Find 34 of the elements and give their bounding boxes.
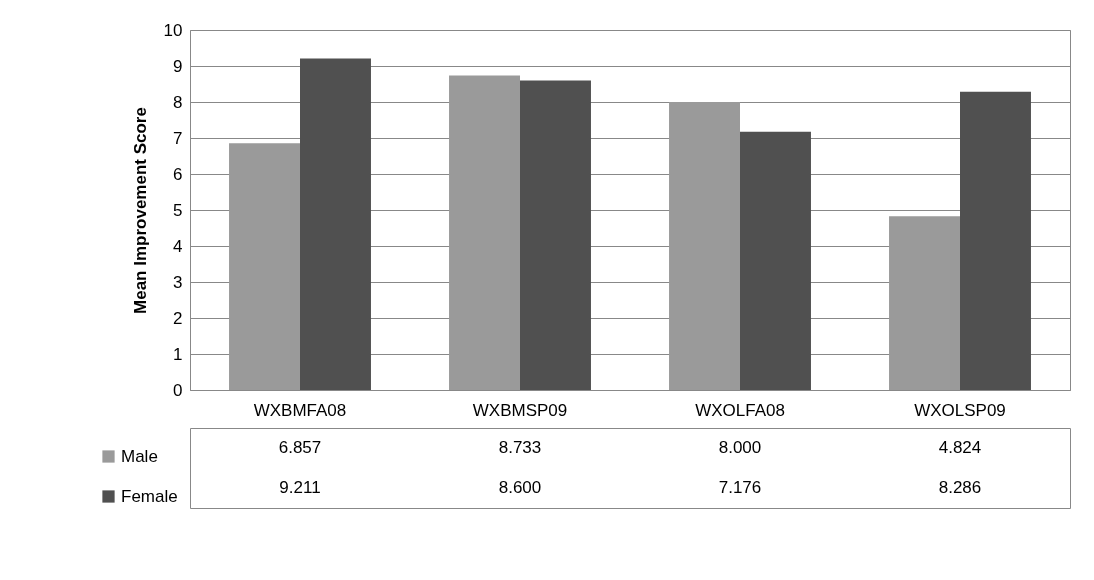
bar — [449, 75, 520, 390]
y-tick-label: 3 — [173, 272, 183, 292]
y-tick-label: 6 — [173, 164, 183, 184]
y-tick-label: 1 — [173, 344, 183, 364]
data-label: 9.211 — [279, 478, 321, 497]
bar — [889, 216, 960, 390]
y-tick-label: 5 — [173, 200, 183, 220]
y-tick-label: 8 — [173, 92, 183, 112]
data-label: 8.000 — [718, 438, 762, 457]
data-label: 4.824 — [938, 438, 982, 457]
x-tick-label: WXOLFA08 — [695, 400, 785, 420]
x-tick-label: WXOLSP09 — [914, 400, 1006, 420]
x-tick-label: WXBMFA08 — [253, 400, 347, 420]
y-tick-label: 7 — [173, 128, 183, 148]
bar — [960, 91, 1031, 390]
y-tick-label: 0 — [173, 380, 183, 400]
x-tick-label: WXBMSP09 — [472, 400, 568, 420]
data-label: 7.176 — [718, 478, 762, 497]
y-tick-label: 4 — [173, 236, 183, 256]
y-tick-label: 2 — [173, 308, 183, 328]
legend-label: Male — [121, 446, 158, 466]
bar — [300, 58, 371, 390]
bar — [740, 131, 811, 390]
data-label: 8.600 — [498, 478, 542, 497]
data-label: 6.857 — [278, 438, 322, 457]
bar — [520, 80, 591, 390]
y-tick-label: 10 — [163, 20, 183, 40]
data-label: 8.733 — [498, 438, 542, 457]
legend-label: Female — [121, 486, 178, 506]
data-label: 8.286 — [938, 478, 982, 497]
bar — [229, 143, 300, 390]
bar — [669, 102, 740, 390]
y-tick-label: 9 — [173, 56, 183, 76]
y-axis-title: Mean Improvement Score — [130, 107, 150, 314]
